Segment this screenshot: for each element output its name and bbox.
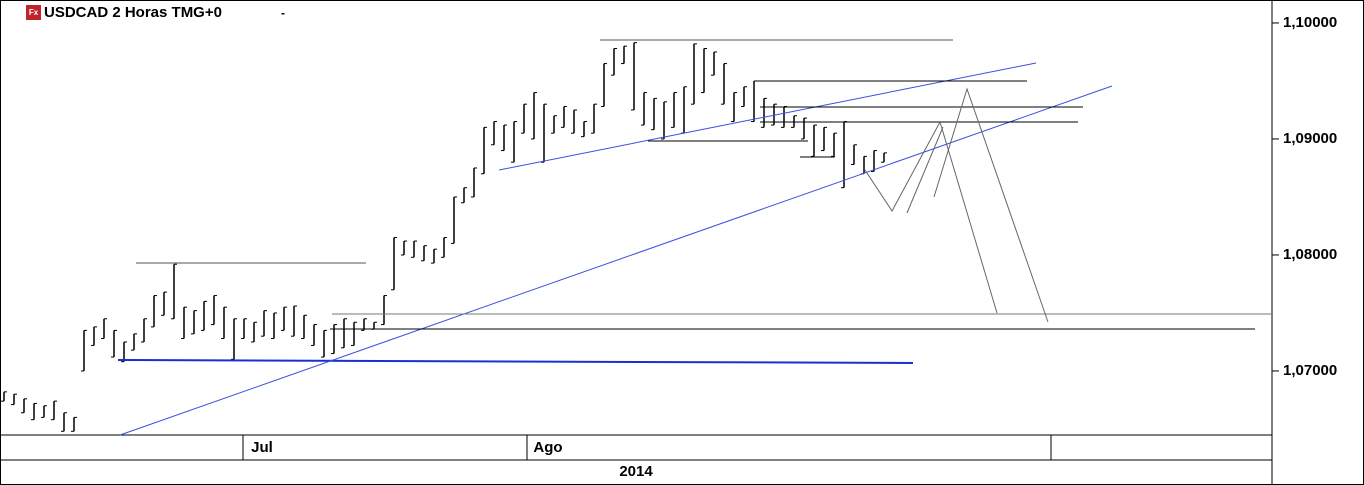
icon-label: Fx <box>29 8 39 17</box>
y-tick-label: 1,07000 <box>1283 362 1337 379</box>
y-tick-label: 1,09000 <box>1283 130 1337 147</box>
drawings <box>117 39 1272 436</box>
projection <box>933 87 1049 323</box>
icon <box>26 5 41 20</box>
x-period-label: Ago <box>533 439 562 456</box>
chart-title: USDCAD 2 Horas TMG+0 <box>44 4 222 21</box>
menu-mark[interactable]: - <box>281 6 285 20</box>
y-tick-label: 1,08000 <box>1283 246 1337 263</box>
x-year-label: 2014 <box>619 463 653 480</box>
projection <box>864 120 998 314</box>
projection <box>906 126 944 214</box>
x-period-label: Jul <box>251 439 273 456</box>
drawn-line <box>117 359 914 364</box>
y-tick-label: 1,10000 <box>1283 14 1337 31</box>
